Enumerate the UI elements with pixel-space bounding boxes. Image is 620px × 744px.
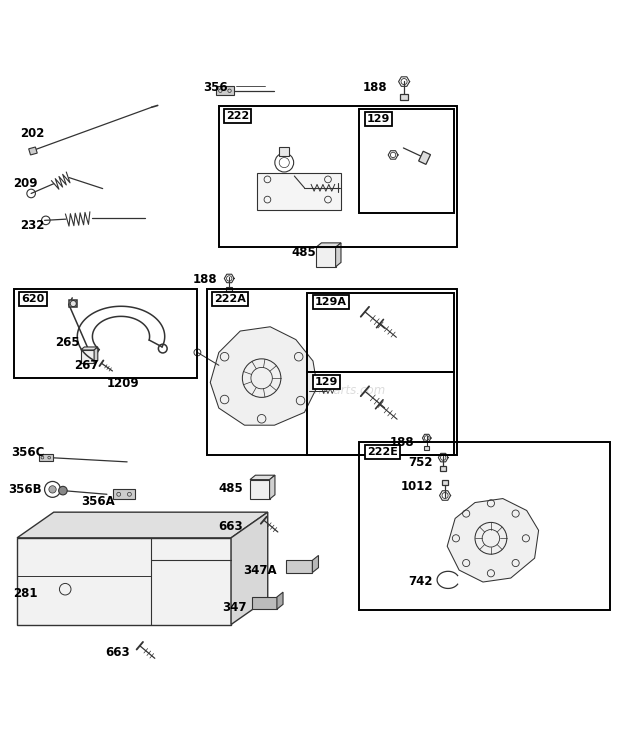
- Polygon shape: [316, 247, 335, 267]
- Text: 752: 752: [409, 456, 433, 469]
- Text: 232: 232: [20, 219, 45, 232]
- Polygon shape: [286, 560, 312, 573]
- Text: 129A: 129A: [315, 298, 347, 307]
- Polygon shape: [113, 490, 135, 499]
- Polygon shape: [257, 173, 342, 210]
- Polygon shape: [226, 287, 232, 292]
- Bar: [219, 106, 458, 247]
- Text: 356: 356: [203, 81, 228, 94]
- Polygon shape: [316, 243, 341, 247]
- Circle shape: [59, 487, 67, 495]
- Text: 347: 347: [222, 601, 246, 614]
- Text: 267: 267: [74, 359, 99, 373]
- Bar: [308, 292, 454, 372]
- Polygon shape: [17, 512, 268, 538]
- Polygon shape: [277, 592, 283, 609]
- Text: 188: 188: [390, 436, 415, 449]
- Polygon shape: [270, 475, 275, 499]
- Text: 188: 188: [192, 272, 217, 286]
- Polygon shape: [312, 556, 319, 573]
- Polygon shape: [424, 446, 430, 450]
- Polygon shape: [69, 301, 78, 307]
- Polygon shape: [250, 475, 275, 480]
- Polygon shape: [231, 512, 268, 624]
- Text: 620: 620: [21, 295, 45, 304]
- Polygon shape: [447, 498, 539, 582]
- Text: 222E: 222E: [367, 447, 397, 458]
- Text: 209: 209: [13, 177, 37, 190]
- Polygon shape: [401, 94, 408, 100]
- Polygon shape: [418, 151, 430, 164]
- Text: 202: 202: [20, 127, 45, 140]
- Polygon shape: [29, 147, 37, 155]
- Text: 188: 188: [362, 81, 387, 94]
- Text: 356A: 356A: [81, 495, 115, 508]
- Bar: [14, 289, 197, 378]
- Circle shape: [49, 486, 56, 493]
- Text: 265: 265: [55, 336, 80, 349]
- Text: 222: 222: [226, 111, 249, 121]
- Text: 485: 485: [292, 246, 317, 259]
- Bar: [308, 372, 454, 455]
- Text: 281: 281: [13, 587, 37, 600]
- Text: 356C: 356C: [11, 446, 45, 459]
- Text: 663: 663: [219, 519, 243, 533]
- Polygon shape: [39, 455, 53, 461]
- Polygon shape: [250, 480, 270, 499]
- Text: 663: 663: [105, 646, 130, 658]
- Text: 129: 129: [315, 377, 338, 387]
- Polygon shape: [335, 243, 341, 267]
- Polygon shape: [440, 466, 446, 471]
- Bar: [360, 443, 610, 610]
- Polygon shape: [441, 480, 448, 485]
- Bar: [206, 289, 458, 455]
- Polygon shape: [81, 347, 98, 350]
- Polygon shape: [81, 350, 94, 363]
- Text: eReplacementParts.com: eReplacementParts.com: [241, 384, 386, 397]
- Text: 485: 485: [218, 481, 243, 495]
- Text: 356B: 356B: [8, 483, 42, 496]
- Polygon shape: [216, 86, 234, 95]
- Text: 347A: 347A: [243, 564, 277, 577]
- Text: 222A: 222A: [214, 295, 246, 304]
- Bar: [279, 147, 290, 155]
- Text: 1012: 1012: [401, 481, 433, 493]
- Text: 1209: 1209: [107, 376, 140, 390]
- Polygon shape: [210, 327, 317, 425]
- Text: 742: 742: [409, 574, 433, 588]
- Bar: [360, 109, 454, 213]
- Polygon shape: [94, 347, 98, 363]
- Polygon shape: [252, 597, 277, 609]
- Text: 129: 129: [367, 114, 390, 124]
- Polygon shape: [17, 538, 231, 624]
